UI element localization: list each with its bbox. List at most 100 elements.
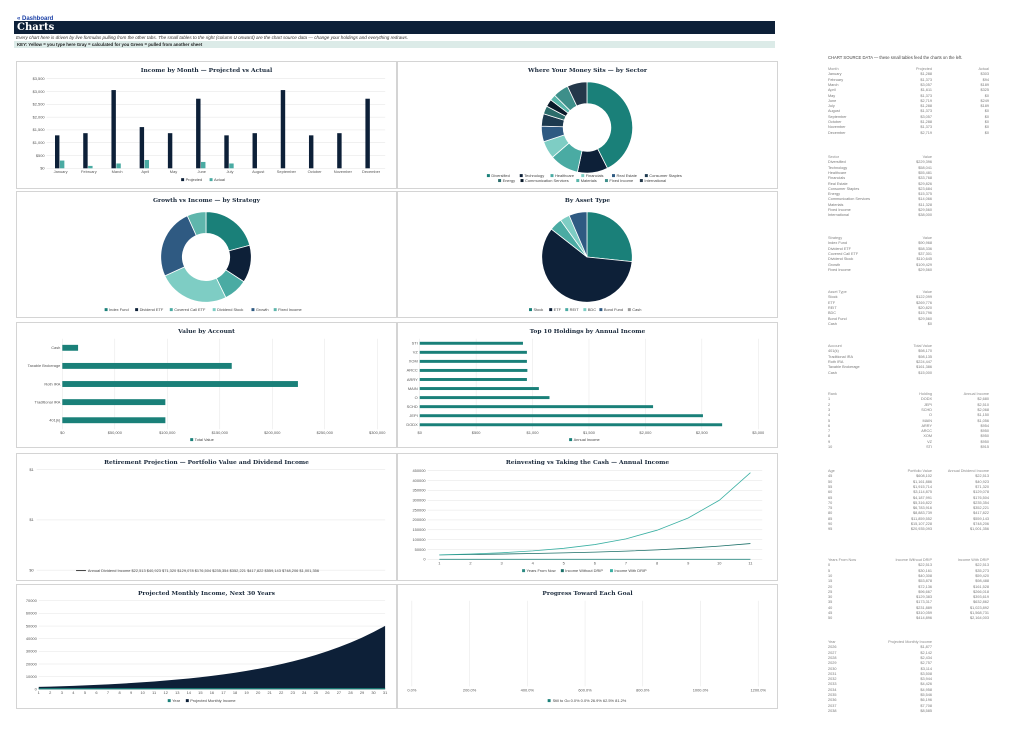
y-tick-label: $0 [29,567,34,572]
y-tick-label: $500 [36,153,46,158]
source-cell: Month [828,67,839,71]
legend-entry: Income With DRIP [614,568,647,573]
y-tick-label: XOM [409,359,418,364]
source-cell: $3,944 [920,677,932,682]
source-cell: $109,429 [916,262,932,267]
source-cell: $632,862 [973,600,989,605]
projected-monthly-chart[interactable]: Projected Monthly Income, Next 30 Years 0… [16,584,397,709]
growth-vs-income-chart[interactable]: Growth vs Income — by Strategy Index Fund… [16,191,397,318]
source-cell: 2 [828,402,831,407]
y-tick-label: 20000 [26,661,38,666]
source-table-header: Strategy Value [828,236,1028,241]
y-tick-label: 50000 [415,547,427,552]
legend-swatch [181,178,185,182]
source-cell: $176,504 [973,495,989,500]
source-cell: $98,170 [918,349,932,354]
legend-entry: Cash [632,307,641,312]
source-cell: 65 [828,495,833,500]
source-cell: November [828,125,846,130]
source-table-row: 4 O $1,150 [828,413,1028,418]
legend-swatch [627,308,631,312]
source-table-row: 50 $1,161,886 $40,923 [828,480,1028,485]
source-cell: Value [922,290,932,294]
x-tick-label: 30 [371,690,376,695]
source-cell: Materials [828,202,844,207]
legend-swatch [639,179,643,183]
source-table-row: 55 $1,915,714 $71,320 [828,485,1028,490]
x-tick-label: 18 [233,690,238,695]
source-table-row: Dividend Stock $110,645 [828,257,1028,262]
y-tick-label: JEPI [409,413,417,418]
source-cell: MAIN [922,418,933,423]
x-tick-label: 5 [563,560,566,565]
retirement-projection-chart[interactable]: Retirement Projection — Portfolio Value … [16,453,397,581]
source-cell: $1,288 [920,104,932,109]
source-cell: $58,336 [918,246,932,251]
source-table-row: 75 $6,783,916 $352,221 [828,506,1028,511]
bar-projected [139,127,145,169]
source-cell: April [828,88,836,93]
by-asset-type-chart[interactable]: By Asset Type Stock ETF REIT BDC Bond Fund Cas… [397,191,778,318]
source-table-row: September $3,057 $0 [828,115,1028,120]
legend-entry: Fixed Income [278,307,302,312]
source-cell: 25 [828,589,833,594]
bar [419,350,527,354]
y-tick-label: Roth IRA [44,381,60,386]
source-cell: REIT [828,305,837,310]
bar-projected [224,135,229,169]
source-cell: $1,373 [920,93,932,98]
x-tick-label: $150,000 [212,430,229,435]
legend-swatch [251,308,255,312]
income-by-month-chart[interactable]: Income by Month — Projected vs Actual $0 $… [16,61,397,189]
top-holdings-chart[interactable]: Top 10 Holdings by Annual Income $0 $500 $1… [397,322,778,448]
x-tick-label: February [81,169,97,174]
source-cell: $29,560 [918,267,932,272]
y-tick-label: STI [412,341,418,346]
source-cell: June [828,98,837,103]
source-cell: $161,386 [916,365,932,370]
chart-canvas: Income by Month — Projected vs Actual $0 $… [33,67,386,182]
source-cell: $15,375 [918,192,932,197]
y-tick-label: 100000 [412,537,426,542]
source-cell: $15,107,228 [910,522,932,526]
x-tick-label: $250,000 [317,430,334,435]
y-tick-label: Taxable Brokerage [28,363,61,368]
source-cell: Value [922,155,932,159]
x-tick-label: $50,000 [108,430,123,435]
source-cell: $15,796 [918,311,932,316]
x-tick-label: 10 [717,560,722,565]
source-table-row: 85 $11,859,552 $559,143 [828,517,1028,522]
x-tick-label: June [197,169,206,174]
source-table-row: Materials $11,328 [828,203,1028,208]
legend-swatch [273,308,277,312]
source-cell: $8,883,739 [912,511,932,516]
chart-canvas: Value by Account $0 $50,000 $100,000 $150,00… [28,328,387,442]
pie-slice [568,211,588,258]
source-cell: $0 [984,114,989,119]
source-cell: XOM [923,434,932,439]
money-by-sector-chart[interactable]: Where Your Money Sits — by Sector Diversi… [397,61,778,189]
legend-entry: Energy [503,178,516,183]
source-cell: Projected [915,67,932,71]
source-table-row: Stock $122,099 [828,295,1028,300]
source-table-row: Covered Call ETF $37,301 [828,252,1028,257]
source-table-row: 25 $96,667 $266,018 [828,590,1028,595]
y-tick-label: 400000 [412,478,426,483]
source-cell: 95 [828,527,833,532]
source-table-row: 1 DODX $2,680 [828,397,1028,402]
reinvest-vs-cash-chart[interactable]: Reinvesting vs Taking the Cash — Annual … [397,453,778,581]
y-tick-label: $3,000 [33,89,46,94]
source-cell: $98,488 [975,579,989,584]
value-by-account-chart[interactable]: Value by Account $0 $50,000 $100,000 $150,00… [16,322,397,448]
legend-swatch [486,174,490,178]
source-table-row: January $1,288 $303 [828,72,1028,77]
source-cell: 60 [828,490,833,495]
source-table-row: 80 $8,883,739 $417,822 [828,511,1028,516]
progress-goals-chart[interactable]: Progress Toward Each Goal 0.0% 200.0% 400.0… [397,584,778,709]
x-tick-label: 8 [118,690,121,695]
source-cell: Strategy [828,236,843,240]
source-cell: $161,528 [973,584,989,589]
source-cell: December [828,130,846,135]
dashboard-link[interactable]: « Dashboard [17,16,54,22]
x-tick-label: January [54,169,68,174]
